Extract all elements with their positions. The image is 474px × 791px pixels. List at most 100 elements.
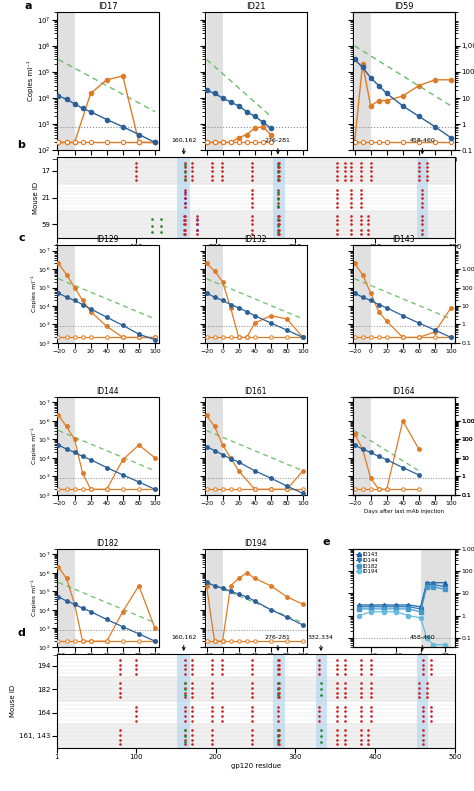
ID144 — [442, 582, 448, 592]
ID143 — [393, 600, 399, 610]
Title: ID59: ID59 — [394, 2, 414, 11]
Y-axis label: Copies ml⁻¹: Copies ml⁻¹ — [31, 579, 37, 616]
Text: 332,334: 332,334 — [308, 635, 334, 650]
ID194 — [369, 607, 374, 616]
ID182 — [442, 585, 448, 594]
Line: ID194: ID194 — [357, 610, 447, 647]
ID143 — [418, 602, 423, 611]
Text: 276-281: 276-281 — [265, 138, 291, 153]
X-axis label: Days after re-treatment: Days after re-treatment — [371, 660, 437, 666]
Text: 160,162: 160,162 — [171, 138, 196, 153]
Text: c: c — [18, 233, 25, 243]
Text: 276-281: 276-281 — [265, 635, 291, 650]
ID182 — [418, 607, 423, 616]
X-axis label: Days after last mAb injection: Days after last mAb injection — [62, 165, 154, 170]
Bar — [417, 654, 428, 747]
Text: e: e — [322, 537, 330, 547]
ID194 — [424, 633, 429, 642]
ID182 — [405, 604, 411, 614]
ID194 — [393, 607, 399, 616]
ID144 — [393, 602, 399, 611]
Text: 160,162: 160,162 — [171, 635, 196, 650]
Line: ID144: ID144 — [357, 582, 447, 611]
Bar — [273, 157, 285, 238]
ID182 — [430, 582, 436, 592]
ID182 — [393, 604, 399, 614]
Text: 458-460: 458-460 — [410, 138, 435, 153]
ID194 — [381, 607, 386, 616]
ID144 — [424, 580, 429, 589]
X-axis label: Days after last mAb injection: Days after last mAb injection — [358, 165, 450, 170]
ID144 — [405, 602, 411, 611]
ID182 — [381, 604, 386, 614]
Line: ID182: ID182 — [357, 585, 447, 614]
Text: b: b — [17, 140, 25, 149]
Title: ID161: ID161 — [245, 387, 267, 396]
ID182 — [424, 582, 429, 592]
ID143 — [424, 578, 429, 588]
Bar — [207, 397, 223, 495]
Bar — [58, 549, 74, 647]
ID143 — [405, 600, 411, 610]
Y-axis label: Copies ml⁻¹: Copies ml⁻¹ — [31, 275, 37, 312]
ID143 — [369, 600, 374, 610]
Title: ID182: ID182 — [97, 539, 119, 548]
Bar — [58, 12, 74, 150]
X-axis label: gp120 residue: gp120 residue — [231, 763, 281, 769]
X-axis label: Days after last mAb injection: Days after last mAb injection — [210, 165, 301, 170]
Bar — [58, 397, 74, 495]
ID143 — [381, 600, 386, 610]
ID143 — [430, 578, 436, 588]
Title: ID194: ID194 — [245, 539, 267, 548]
Bar — [316, 654, 327, 747]
ID194 — [405, 611, 411, 620]
Line: ID143: ID143 — [357, 581, 447, 609]
Title: ID17: ID17 — [98, 2, 118, 11]
Bar — [273, 654, 285, 747]
X-axis label: Days after last mAb injection: Days after last mAb injection — [68, 660, 148, 666]
Y-axis label: Copies ml⁻¹: Copies ml⁻¹ — [31, 427, 37, 464]
Text: 458-460: 458-460 — [410, 635, 435, 650]
Bar — [177, 654, 190, 747]
Title: ID132: ID132 — [245, 235, 267, 244]
Text: d: d — [17, 628, 25, 638]
ID194 — [442, 640, 448, 649]
ID144 — [356, 602, 362, 611]
Bar — [417, 157, 428, 238]
ID194 — [356, 611, 362, 620]
Title: ID144: ID144 — [97, 387, 119, 396]
Bar — [57, 211, 455, 238]
ID182 — [369, 604, 374, 614]
Bar — [58, 245, 74, 343]
X-axis label: Days after last mAb injection: Days after last mAb injection — [216, 660, 296, 666]
ID144 — [418, 604, 423, 614]
Bar — [420, 549, 451, 647]
Bar — [57, 157, 455, 184]
Bar — [207, 12, 223, 150]
Title: ID21: ID21 — [246, 2, 266, 11]
Y-axis label: Mouse ID: Mouse ID — [33, 182, 39, 214]
Bar — [355, 245, 371, 343]
Bar — [355, 397, 371, 495]
Bar — [207, 245, 223, 343]
Title: ID164: ID164 — [392, 387, 415, 396]
Legend: ID143, ID144, ID182, ID194: ID143, ID144, ID182, ID194 — [356, 551, 379, 575]
ID182 — [356, 604, 362, 614]
Bar — [177, 157, 190, 238]
X-axis label: gp120 residue: gp120 residue — [231, 253, 281, 259]
Y-axis label: Mouse ID: Mouse ID — [10, 685, 17, 717]
ID143 — [356, 600, 362, 610]
Bar — [57, 725, 455, 747]
Title: ID143: ID143 — [392, 235, 415, 244]
ID194 — [418, 613, 423, 623]
ID144 — [430, 580, 436, 589]
ID143 — [442, 578, 448, 588]
ID144 — [381, 602, 386, 611]
Text: a: a — [24, 1, 32, 11]
Title: ID129: ID129 — [97, 235, 119, 244]
Bar — [355, 12, 371, 150]
Y-axis label: Copies ml⁻¹: Copies ml⁻¹ — [27, 61, 34, 101]
ID194 — [430, 640, 436, 649]
Bar — [207, 549, 223, 647]
ID144 — [369, 602, 374, 611]
